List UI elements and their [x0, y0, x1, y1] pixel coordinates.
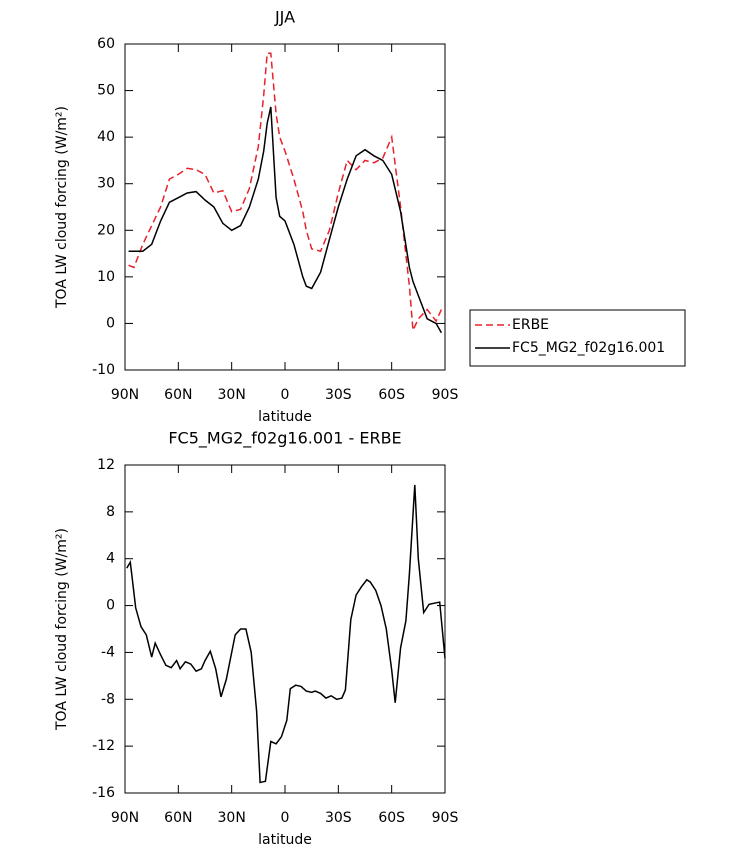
- y-tick-label: 30: [97, 176, 115, 192]
- legend-box: [469, 309, 686, 367]
- data-line: [128, 52, 443, 334]
- x-tick-label: 30N: [218, 387, 246, 403]
- y-tick-label: -10: [92, 362, 115, 378]
- y-tick-label: -8: [101, 691, 115, 707]
- x-tick-label: 90N: [111, 810, 139, 826]
- y-tick-label: -12: [92, 738, 115, 754]
- y-tick-label: -4: [101, 644, 115, 660]
- x-tick-label: 30S: [325, 810, 352, 826]
- x-axis-label: latitude: [258, 832, 312, 848]
- y-tick-label: 50: [97, 83, 115, 99]
- x-tick-label: 30N: [218, 810, 246, 826]
- data-line: [126, 484, 446, 784]
- plot-frame: [124, 464, 446, 794]
- y-axis-label: TOA LW cloud forcing (W/m²): [54, 106, 70, 309]
- chart-title: JJA: [274, 8, 295, 27]
- y-tick-label: 12: [97, 457, 115, 473]
- y-tick-label: 20: [97, 222, 115, 238]
- legend-label: ERBE: [512, 317, 549, 333]
- x-tick-label: 0: [281, 810, 290, 826]
- y-tick-label: -16: [92, 785, 115, 801]
- legend-label: FC5_MG2_f02g16.001: [512, 340, 665, 356]
- x-tick-label: 90N: [111, 387, 139, 403]
- y-tick-label: 40: [97, 129, 115, 145]
- y-tick-label: 0: [106, 598, 115, 614]
- x-tick-label: 0: [281, 387, 290, 403]
- x-tick-label: 60S: [378, 810, 405, 826]
- y-tick-label: 0: [106, 315, 115, 331]
- y-tick-label: 10: [97, 269, 115, 285]
- x-tick-label: 60S: [378, 387, 405, 403]
- x-tick-label: 30S: [325, 387, 352, 403]
- x-tick-label: 60N: [164, 810, 192, 826]
- y-tick-label: 8: [106, 504, 115, 520]
- x-tick-label: 90S: [432, 387, 459, 403]
- y-tick-label: 4: [106, 551, 115, 567]
- y-axis-label: TOA LW cloud forcing (W/m²): [54, 528, 70, 731]
- data-line: [128, 106, 443, 334]
- plot-frame: [124, 43, 446, 371]
- y-tick-label: 60: [97, 36, 115, 52]
- x-axis-label: latitude: [258, 409, 312, 425]
- chart-title: FC5_MG2_f02g16.001 - ERBE: [168, 429, 401, 449]
- x-tick-label: 60N: [164, 387, 192, 403]
- x-tick-label: 90S: [432, 810, 459, 826]
